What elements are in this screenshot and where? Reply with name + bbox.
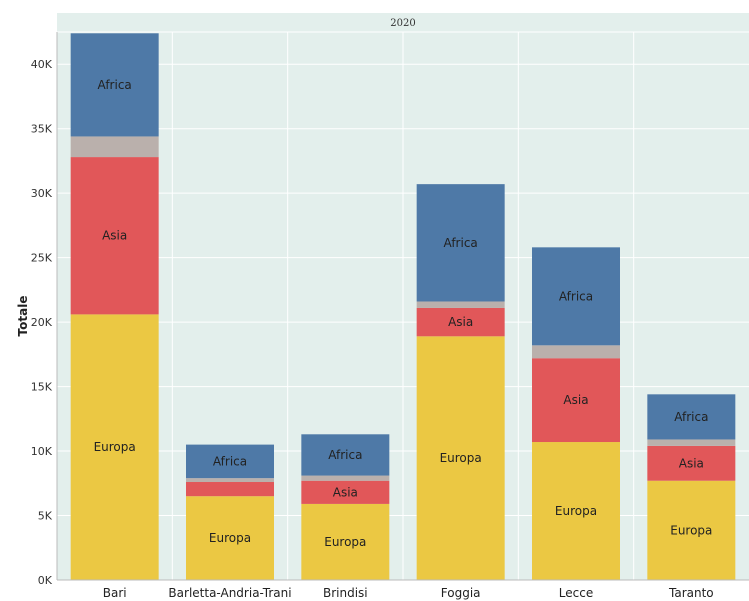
bar-segment-label: Europa [555, 504, 597, 518]
bar-segment [416, 307, 505, 337]
x-tick-label: Taranto [668, 586, 714, 600]
bar-segment [647, 445, 736, 481]
bars: Europa Asia Africa Europa Africa Europa Asia Af… [70, 33, 736, 580]
bar-segment-label: Asia [563, 393, 588, 407]
y-tick-label: 0K [38, 574, 53, 587]
y-axis-title: Totale [16, 296, 30, 337]
bar-segment-label: Asia [679, 456, 704, 470]
bar-segment [70, 157, 159, 315]
y-tick-label: 25K [31, 252, 53, 265]
y-tick-label: 10K [31, 445, 53, 458]
bar-segment-label: Africa [213, 454, 247, 468]
bar-segment [301, 434, 390, 476]
bar-segment [532, 358, 620, 443]
bar-segment-label: Asia [333, 485, 358, 499]
bar-segment-label: Africa [98, 78, 132, 92]
bar-segment [186, 496, 274, 580]
y-tick-label: 20K [31, 316, 53, 329]
bar-segment [70, 136, 159, 158]
bar-segment-label: Europa [670, 523, 712, 537]
bar-segment-label: Asia [448, 315, 473, 329]
bar-segment-label: Africa [444, 236, 478, 250]
bar-segment-label: Europa [324, 535, 366, 549]
header-band [57, 13, 749, 32]
bar-segment-label: Europa [440, 451, 482, 465]
bar-segment [186, 478, 274, 483]
x-tick-label: Lecce [559, 586, 593, 600]
y-axis: 0K 5K 10K 15K 20K 25K 30K 35K 40K [31, 32, 58, 587]
y-tick-label: 15K [31, 381, 53, 394]
bar-segment [70, 314, 159, 580]
bar-segment [301, 480, 390, 504]
bar-segment [301, 475, 390, 481]
bar-segment-label: Asia [102, 229, 127, 243]
bar-segment [416, 336, 505, 580]
bar-segment-label: Africa [674, 410, 708, 424]
bar-segment [186, 482, 274, 497]
bar-segment [532, 345, 620, 359]
bar-segment [647, 394, 736, 440]
bar-segment [70, 33, 159, 137]
x-axis: Bari Barletta-Andria-Trani Brindisi Foggia L… [57, 579, 749, 600]
bar-segment-label: Europa [209, 531, 251, 545]
bar-segment [186, 444, 274, 479]
bar-segment [647, 439, 736, 446]
bar-segment [647, 480, 736, 580]
bar-segment [416, 184, 505, 302]
bar-segment-label: Europa [94, 440, 136, 454]
bar-segment-label: Africa [559, 289, 593, 303]
bar-segment [532, 442, 620, 580]
y-tick-label: 30K [31, 187, 53, 200]
y-tick-label: 5K [38, 510, 53, 523]
bar-segment [301, 503, 390, 580]
bar-segment-label: Africa [328, 448, 362, 462]
y-tick-label: 35K [31, 123, 53, 136]
x-tick-label: Brindisi [323, 586, 368, 600]
bar-segment [416, 301, 505, 308]
x-tick-label: Bari [103, 586, 127, 600]
x-tick-label: Foggia [441, 586, 481, 600]
y-tick-label: 40K [31, 58, 53, 71]
panel-title: 2020 [390, 18, 415, 29]
bar-segment [532, 247, 620, 346]
x-tick-label: Barletta-Andria-Trani [168, 586, 291, 600]
